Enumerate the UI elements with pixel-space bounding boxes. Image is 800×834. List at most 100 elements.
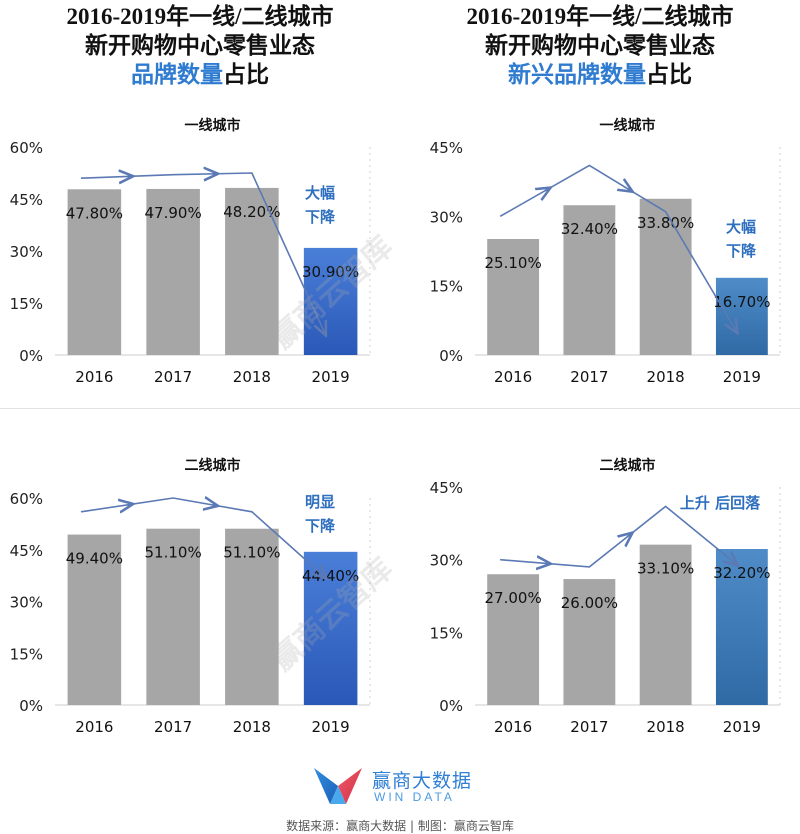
logo-name-cn: 赢商大数据 xyxy=(372,770,473,792)
right-headline-highlight: 新兴品牌数量 xyxy=(508,62,646,87)
left-headline-line3: 品牌数量占比 xyxy=(0,60,400,89)
bar xyxy=(487,238,540,355)
data-label: 30.90% xyxy=(302,263,359,281)
data-label: 33.10% xyxy=(637,560,694,578)
data-label: 51.10% xyxy=(145,544,202,562)
windata-logo-icon xyxy=(314,768,362,804)
x-tick-label: 2019 xyxy=(723,718,761,736)
x-tick-label: 2018 xyxy=(233,718,271,736)
y-tick-label: 30% xyxy=(430,208,463,226)
bar xyxy=(67,534,122,705)
x-tick-label: 2018 xyxy=(647,718,685,736)
x-tick-label: 2016 xyxy=(494,718,532,736)
x-tick-label: 2017 xyxy=(154,368,192,386)
bar xyxy=(146,528,200,705)
x-tick-label: 2017 xyxy=(154,718,192,736)
right-headline-line3: 新兴品牌数量占比 xyxy=(400,60,800,89)
chart-tier2-emerging-brand-share: 二线城市 0% 15% 30% 45% 27.00% 2016 26.00% 2017 33.10… xyxy=(430,457,781,736)
data-label: 26.00% xyxy=(561,594,618,612)
x-tick-label: 2019 xyxy=(312,718,350,736)
y-tick-label: 15% xyxy=(10,295,43,313)
left-headline-highlight: 品牌数量 xyxy=(131,62,223,87)
data-label: 49.40% xyxy=(66,550,123,568)
y-tick-label: 0% xyxy=(19,697,43,715)
annotation-note: 下降 xyxy=(305,517,336,535)
bar xyxy=(563,579,616,705)
left-headline-line2: 新开购物中心零售业态 xyxy=(85,33,315,58)
trend-arrow-head xyxy=(628,534,632,537)
y-tick-label: 15% xyxy=(10,645,43,663)
chart-title: 一线城市 xyxy=(185,117,241,134)
bar xyxy=(225,528,279,705)
left-headline-rest: 占比 xyxy=(223,62,269,87)
data-label: 47.90% xyxy=(145,204,202,222)
windata-logo: 赢商大数据 WIN DATA xyxy=(312,764,502,808)
y-tick-label: 30% xyxy=(430,552,463,570)
chart-tier2-brand-share: 二线城市 0% 15% 30% 45% 60% 49.40% 2016 51.10% 2017 51… xyxy=(10,457,371,736)
source-note: 数据来源：赢商大数据 | 制图：赢商云智库 xyxy=(286,819,514,833)
bar xyxy=(563,205,616,355)
right-headline-rest: 占比 xyxy=(646,62,692,87)
y-tick-label: 15% xyxy=(430,624,463,642)
data-label: 47.80% xyxy=(66,204,123,222)
annotation-note: 大幅 xyxy=(726,218,756,236)
trend-arrow-head xyxy=(545,188,549,191)
y-tick-label: 60% xyxy=(10,490,43,508)
annotation-note: 下降 xyxy=(726,242,757,260)
bar xyxy=(639,544,692,705)
y-tick-label: 0% xyxy=(439,697,463,715)
x-tick-label: 2017 xyxy=(570,718,608,736)
y-tick-label: 45% xyxy=(430,139,463,157)
bar xyxy=(67,189,122,355)
x-tick-label: 2018 xyxy=(647,368,685,386)
right-headline: 2016-2019年一线/二线城市 新开购物中心零售业态 新兴品牌数量占比 xyxy=(400,2,800,89)
bar xyxy=(146,188,200,355)
chart-tier1-brand-share: 一线城市 0% 15% 30% 45% 60% 47.80% 2016 47.90% 2017 48… xyxy=(10,117,371,386)
section-divider xyxy=(0,408,800,409)
data-label: 16.70% xyxy=(713,293,770,311)
bar xyxy=(715,549,768,705)
left-headline-line1: 2016-2019年一线/二线城市 xyxy=(66,4,334,29)
data-label: 51.10% xyxy=(223,544,280,562)
x-tick-label: 2018 xyxy=(233,368,271,386)
data-label: 32.20% xyxy=(713,564,770,582)
y-tick-label: 0% xyxy=(19,347,43,365)
y-tick-label: 30% xyxy=(10,594,43,612)
trend-arrow-head xyxy=(628,189,632,191)
x-tick-label: 2016 xyxy=(75,368,113,386)
y-tick-label: 45% xyxy=(10,542,43,560)
annotation-note: 大幅 xyxy=(305,184,335,202)
data-label: 25.10% xyxy=(485,254,542,272)
y-tick-label: 15% xyxy=(430,278,463,296)
right-headline-line1: 2016-2019年一线/二线城市 xyxy=(466,4,734,29)
bar xyxy=(639,198,692,355)
chart-title: 二线城市 xyxy=(600,457,656,474)
x-tick-label: 2019 xyxy=(723,368,761,386)
y-tick-label: 30% xyxy=(10,243,43,261)
data-label: 27.00% xyxy=(485,589,542,607)
x-tick-label: 2016 xyxy=(494,368,532,386)
x-tick-label: 2017 xyxy=(570,368,608,386)
chart-tier1-emerging-brand-share: 一线城市 0% 15% 30% 45% 25.10% 2016 32.40% 2017 33.80… xyxy=(430,117,781,386)
y-tick-label: 60% xyxy=(10,139,43,157)
annotation-note: 下降 xyxy=(305,208,336,226)
data-label: 32.40% xyxy=(561,220,618,238)
x-tick-label: 2019 xyxy=(312,368,350,386)
logo-name-en: WIN DATA xyxy=(374,790,455,804)
x-tick-label: 2016 xyxy=(75,718,113,736)
annotation-note: 上升 后回落 xyxy=(680,494,761,512)
right-headline-line2: 新开购物中心零售业态 xyxy=(485,33,715,58)
left-headline: 2016-2019年一线/二线城市 新开购物中心零售业态 品牌数量占比 xyxy=(0,2,400,89)
chart-title: 一线城市 xyxy=(600,117,656,134)
trend-arrow xyxy=(500,505,737,568)
chart-title: 二线城市 xyxy=(185,457,241,474)
annotation-note: 明显 xyxy=(305,493,335,511)
bar xyxy=(487,574,540,705)
y-tick-label: 45% xyxy=(430,479,463,497)
y-tick-label: 45% xyxy=(10,191,43,209)
trend-arrow-head xyxy=(127,504,132,505)
bar xyxy=(225,187,279,355)
bar xyxy=(303,247,358,355)
trend-arrow-head xyxy=(213,505,217,506)
data-label: 48.20% xyxy=(223,203,280,221)
